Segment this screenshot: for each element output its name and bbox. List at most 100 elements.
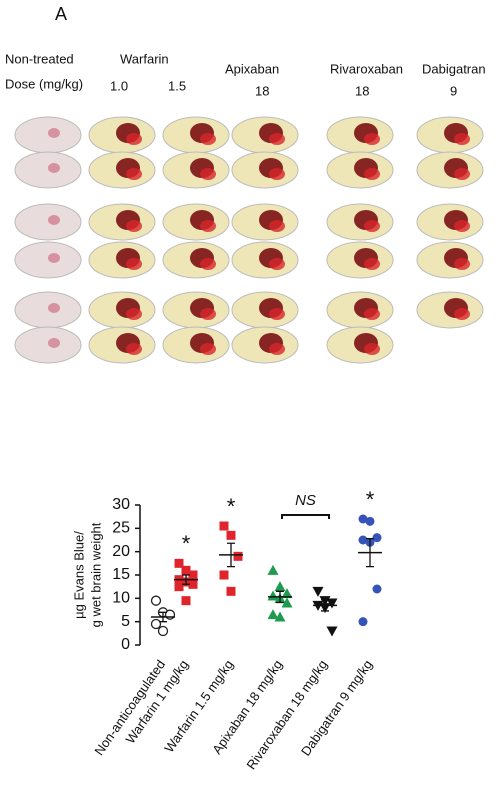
- lesion: [48, 163, 60, 173]
- lesion: [126, 133, 142, 145]
- error-bar: [182, 574, 190, 585]
- heading: Dabigatran: [422, 61, 486, 76]
- lesion: [200, 168, 216, 180]
- bracket: [281, 514, 330, 519]
- lesion: [364, 133, 380, 145]
- lesion: [200, 220, 216, 232]
- lesion: [454, 168, 470, 180]
- lesion: [364, 308, 380, 320]
- lesion: [200, 258, 216, 270]
- lesion: [48, 303, 60, 313]
- y-tick-label: 5: [121, 613, 130, 630]
- heading: Apixaban: [225, 61, 279, 76]
- point: [226, 530, 236, 540]
- lesion: [48, 338, 60, 348]
- point: [281, 597, 293, 608]
- x-tick-label: Rivaroxaban 18 mg/kg: [243, 657, 330, 772]
- heading: 9: [450, 83, 457, 98]
- lesion: [126, 168, 142, 180]
- y-tick-label: 30: [112, 496, 130, 513]
- error-bar: [366, 537, 374, 568]
- lesion: [126, 308, 142, 320]
- significance: *: [366, 487, 375, 512]
- bracket-label: NS: [295, 492, 316, 509]
- lesion: [200, 343, 216, 355]
- brain-slice: [14, 291, 82, 329]
- point: [326, 598, 338, 609]
- lesion: [200, 308, 216, 320]
- point: [274, 611, 286, 622]
- lesion: [364, 258, 380, 270]
- y-axis-label: µg Evans Blue/: [71, 531, 86, 619]
- y-tick-label: 20: [112, 543, 130, 560]
- heading: 1.0: [110, 78, 128, 93]
- lesion: [126, 258, 142, 270]
- point: [150, 618, 162, 630]
- significance: *: [227, 494, 236, 519]
- brain-slice: [14, 203, 82, 241]
- lesion: [269, 220, 285, 232]
- error-bar: [159, 611, 167, 623]
- point: [358, 514, 368, 524]
- brain-slice: [14, 151, 82, 189]
- point: [233, 551, 243, 561]
- lesion: [454, 308, 470, 320]
- lesion: [364, 343, 380, 355]
- point: [226, 586, 236, 596]
- point: [181, 565, 191, 575]
- lesion: [269, 343, 285, 355]
- point: [274, 581, 286, 592]
- y-axis-label: g wet brain weight: [88, 522, 103, 627]
- heading: Warfarin: [120, 51, 169, 66]
- lesion: [454, 220, 470, 232]
- brain-slice: [14, 116, 82, 154]
- y-tick-label: 10: [112, 590, 130, 607]
- lesion: [126, 343, 142, 355]
- point: [372, 584, 382, 594]
- point: [267, 564, 279, 575]
- y-tick-label: 25: [112, 520, 130, 537]
- lesion: [48, 215, 60, 225]
- lesion: [269, 133, 285, 145]
- brain-slice: [14, 241, 82, 279]
- lesion: [48, 128, 60, 138]
- point: [157, 625, 169, 637]
- brain-slice: [14, 326, 82, 364]
- point: [164, 609, 176, 620]
- point: [365, 516, 375, 526]
- heading: Rivaroxaban: [330, 61, 403, 76]
- point: [312, 586, 324, 597]
- heading: 18: [255, 83, 269, 98]
- point: [281, 588, 293, 599]
- point: [267, 609, 279, 620]
- point: [358, 617, 368, 627]
- heading: 1.5: [168, 78, 186, 93]
- lesion: [269, 308, 285, 320]
- lesion: [48, 253, 60, 263]
- point: [174, 558, 184, 568]
- point: [358, 535, 368, 545]
- lesion: [364, 168, 380, 180]
- point: [219, 521, 229, 531]
- lesion: [269, 258, 285, 270]
- lesion: [364, 220, 380, 232]
- panel-label: A: [55, 4, 67, 24]
- point: [326, 626, 338, 637]
- y-tick-label: 15: [112, 566, 130, 583]
- error-bar: [227, 542, 235, 568]
- point: [150, 595, 162, 606]
- point: [219, 570, 229, 580]
- lesion: [454, 133, 470, 145]
- error-bar: [276, 590, 284, 604]
- y-tick-label: 0: [121, 636, 130, 653]
- point: [174, 582, 184, 592]
- lesion: [269, 168, 285, 180]
- lesion: [454, 258, 470, 270]
- lesion: [126, 220, 142, 232]
- point: [188, 570, 198, 580]
- point: [372, 533, 382, 543]
- heading: 18: [355, 83, 369, 98]
- point: [181, 596, 191, 606]
- lesion: [200, 133, 216, 145]
